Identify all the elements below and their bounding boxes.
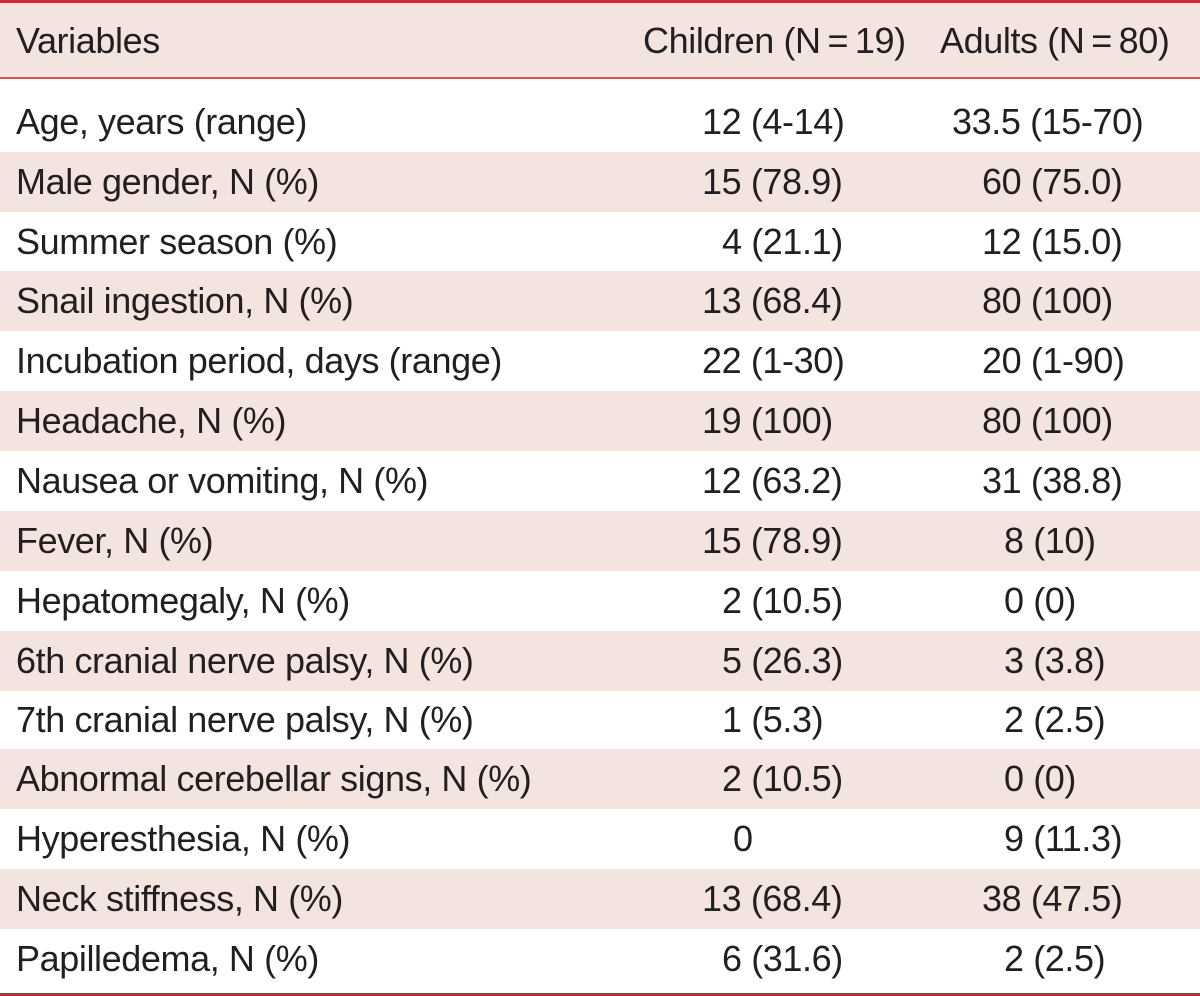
table-row: Incubation period, days (range) 22 (1-30… [0,331,1200,391]
header-variables: Variables [16,20,160,61]
table-row: Age, years (range) 12 (4-14) 33.5 (15-70… [0,92,1200,152]
row-adults-value: 80 (100) [982,280,1113,321]
row-variable: Neck stiffness, N (%) [16,878,344,919]
table-row: Neck stiffness, N (%) 13 (68.4) 38 (47.5… [0,869,1200,929]
row-children-value: 15 (78.9) [702,520,843,561]
table-row: 7th cranial nerve palsy, N (%) 1 (5.3) 2… [0,690,1200,750]
table-row: 6th cranial nerve palsy, N (%) 5 (26.3) … [0,631,1200,691]
row-children-value: 5 (26.3) [722,640,843,681]
row-children-value: 6 (31.6) [722,938,843,979]
row-variable: Male gender, N (%) [16,161,319,202]
row-variable: Fever, N (%) [16,520,214,561]
row-adults-value: 9 (11.3) [1004,818,1123,859]
row-adults-value: 20 (1-90) [982,340,1125,381]
row-adults-value: 0 (0) [1004,580,1077,621]
row-adults-value: 3 (3.8) [1004,640,1106,681]
table-row: Male gender, N (%) 15 (78.9) 60 (75.0) [0,152,1200,212]
table-row: Snail ingestion, N (%) 13 (68.4) 80 (100… [0,271,1200,331]
row-adults-value: 38 (47.5) [982,878,1123,919]
table-row: Papilledema, N (%) 6 (31.6) 2 (2.5) [0,929,1200,989]
row-children-value: 15 (78.9) [702,161,843,202]
table-row: Abnormal cerebellar signs, N (%) 2 (10.5… [0,749,1200,809]
row-children-value: 12 (63.2) [702,460,843,501]
row-variable: Summer season (%) [16,221,338,262]
row-variable: Papilledema, N (%) [16,938,319,979]
row-children-value: 2 (10.5) [722,580,843,621]
row-adults-value: 2 (2.5) [1004,699,1106,740]
row-variable: Hyperesthesia, N (%) [16,818,351,859]
table-row: Fever, N (%) 15 (78.9) 8 (10) [0,511,1200,571]
table-row: Hyperesthesia, N (%) 0 9 (11.3) [0,809,1200,869]
row-variable: Snail ingestion, N (%) [16,280,354,321]
row-variable: Incubation period, days (range) [16,340,502,381]
table-row: Headache, N (%) 19 (100) 80 (100) [0,391,1200,451]
row-variable: Abnormal cerebellar signs, N (%) [16,758,532,799]
row-variable: Hepatomegaly, N (%) [16,580,350,621]
row-variable: Headache, N (%) [16,400,287,441]
row-adults-value: 12 (15.0) [982,221,1123,262]
row-children-value: 13 (68.4) [702,280,843,321]
header-children: Children (N = 19) [643,20,906,61]
row-variable: 7th cranial nerve palsy, N (%) [16,699,474,740]
row-variable: Age, years (range) [16,101,307,142]
row-children-value: 12 (4-14) [702,101,845,142]
table-row: Nausea or vomiting, N (%) 12 (63.2) 31 (… [0,451,1200,511]
row-adults-value: 60 (75.0) [982,161,1123,202]
table-header: Variables Children (N = 19) Adults (N = … [0,3,1200,79]
row-children-value: 2 (10.5) [722,758,843,799]
row-adults-value: 2 (2.5) [1004,938,1106,979]
row-children-value: 13 (68.4) [702,878,843,919]
row-adults-value: 80 (100) [982,400,1113,441]
header-adults: Adults (N = 80) [940,20,1170,61]
row-adults-value: 0 (0) [1004,758,1077,799]
row-variable: Nausea or vomiting, N (%) [16,460,429,501]
table-row: Summer season (%) 4 (21.1) 12 (15.0) [0,212,1200,272]
row-children-value: 0 [733,818,753,859]
row-children-value: 4 (21.1) [722,221,843,262]
row-children-value: 22 (1-30) [702,340,845,381]
row-children-value: 1 (5.3) [722,699,824,740]
row-adults-value: 8 (10) [1004,520,1096,561]
row-variable: 6th cranial nerve palsy, N (%) [16,640,474,681]
row-adults-value: 31 (38.8) [982,460,1123,501]
row-children-value: 19 (100) [702,400,833,441]
row-adults-value: 33.5 (15-70) [952,101,1144,142]
table-row: Hepatomegaly, N (%) 2 (10.5) 0 (0) [0,571,1200,631]
